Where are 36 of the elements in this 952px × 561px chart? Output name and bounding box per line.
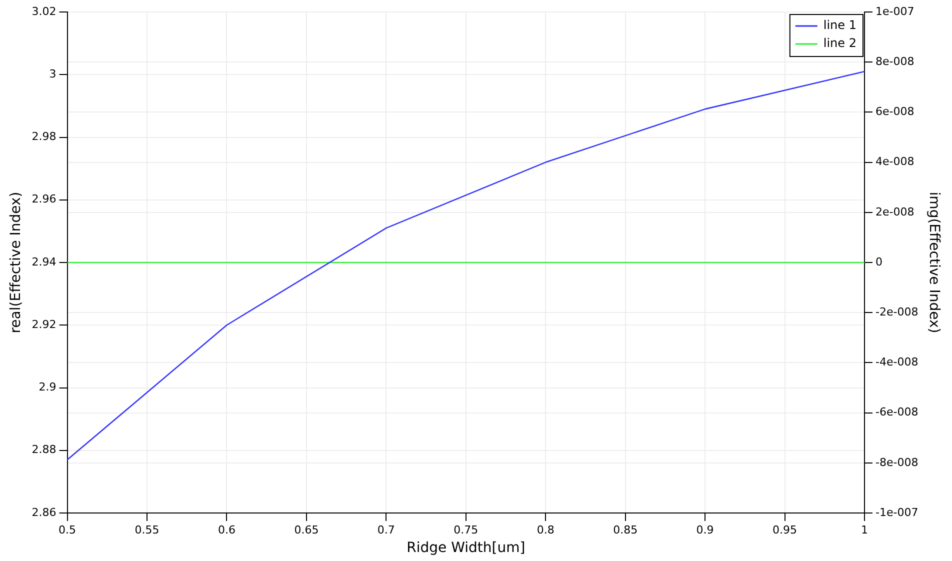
y-tick-label: 2.86	[32, 506, 56, 519]
y-tick-label: 2.96	[32, 192, 56, 206]
x-tick-label: 0.85	[613, 523, 638, 536]
x-tick-label: 0.9	[696, 523, 714, 536]
x-tick-label: 0.7	[377, 523, 395, 536]
y-axis-title: real(Effective Index)	[8, 192, 24, 334]
x-tick-label: 0.65	[294, 523, 319, 536]
x-tick-label: 0.8	[536, 523, 554, 536]
y2-tick-label: 4e-008	[876, 155, 914, 168]
y-tick-label: 2.92	[32, 318, 56, 331]
x-tick-label: 0.75	[454, 523, 478, 536]
x-tick-label: 0.6	[218, 523, 236, 536]
y2-tick-label: -1e-007	[876, 506, 918, 519]
y-tick-label: 2.98	[32, 130, 56, 144]
x-tick-label: 0.55	[134, 523, 160, 536]
y-tick-label: 3	[49, 67, 56, 80]
y2-tick-label: -8e-008	[876, 456, 918, 469]
y-tick-label: 2.9	[38, 380, 56, 394]
legend-label: line 2	[823, 36, 857, 50]
y-tick-label: 3.02	[32, 4, 56, 18]
y2-tick-label: 6e-008	[876, 105, 914, 118]
y2-tick-label: -2e-008	[876, 305, 918, 318]
y-tick-label: 2.88	[32, 443, 56, 456]
y2-axis-title: img(Effective Index)	[926, 192, 942, 334]
y2-tick-label: 1e-007	[876, 4, 914, 18]
x-tick-label: 0.95	[772, 523, 798, 536]
y2-tick-label: -6e-008	[876, 406, 918, 419]
y-tick-label: 2.94	[32, 255, 56, 268]
x-axis-title: Ridge Width[um]	[406, 540, 526, 556]
x-tick-label: 1	[861, 523, 868, 536]
y2-tick-label: 0	[876, 255, 882, 268]
x-tick-label: 0.5	[58, 523, 76, 536]
y2-tick-label: 8e-008	[876, 54, 914, 68]
y2-tick-label: -4e-008	[876, 356, 918, 369]
y2-tick-label: 2e-008	[876, 205, 914, 218]
legend-label: line 1	[823, 18, 857, 32]
